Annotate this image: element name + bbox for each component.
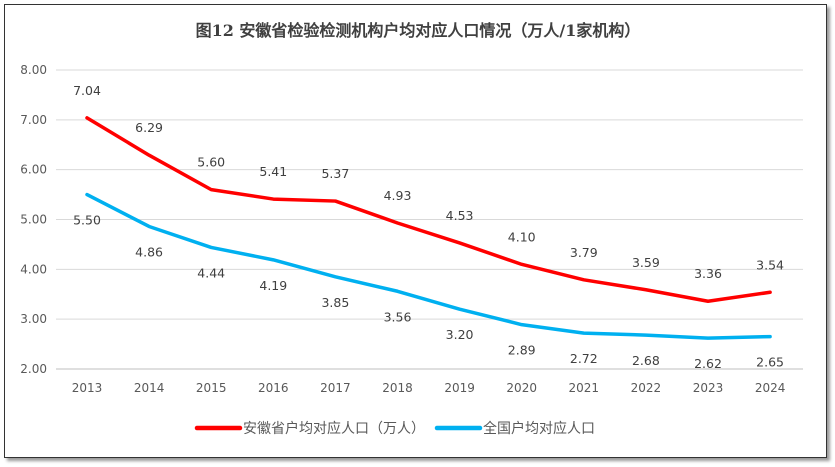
x-tick-label: 2020 (506, 381, 537, 395)
x-tick-label: 2018 (382, 381, 413, 395)
data-label: 4.10 (508, 229, 536, 244)
data-label: 2.72 (570, 351, 598, 366)
y-tick-label: 4.00 (20, 262, 47, 276)
x-tick-label: 2016 (258, 381, 289, 395)
y-tick-label: 3.00 (20, 312, 47, 326)
data-label: 3.85 (321, 295, 349, 310)
x-tick-label: 2015 (196, 381, 227, 395)
x-tick-label: 2019 (444, 381, 475, 395)
data-label: 2.68 (632, 353, 660, 368)
data-label: 6.29 (135, 120, 163, 135)
data-label: 2.65 (756, 355, 784, 370)
x-tick-label: 2022 (631, 381, 662, 395)
legend-label: 全国户均对应人口 (483, 420, 595, 437)
data-label: 3.36 (694, 266, 722, 281)
data-label: 5.41 (259, 164, 287, 179)
data-label: 2.89 (508, 343, 536, 358)
y-tick-label: 6.00 (20, 163, 47, 177)
legend-label: 安徽省户均对应人口（万人） (243, 420, 425, 437)
data-label: 3.79 (570, 245, 598, 260)
series-line-1 (85, 192, 772, 340)
y-tick-label: 8.00 (20, 63, 47, 77)
x-tick-label: 2014 (134, 381, 165, 395)
x-tick-label: 2017 (320, 381, 351, 395)
y-tick-label: 2.00 (20, 362, 47, 376)
data-label: 2.62 (694, 356, 722, 371)
data-label: 4.53 (446, 208, 474, 223)
data-label: 3.59 (632, 255, 660, 270)
data-label: 3.54 (756, 257, 784, 272)
x-tick-label: 2023 (693, 381, 724, 395)
series-line-0 (85, 116, 772, 303)
data-label: 3.20 (446, 327, 474, 342)
data-label: 7.04 (73, 83, 101, 98)
data-label: 5.60 (197, 155, 225, 170)
chart-title: 图12 安徽省检验检测机构户均对应人口情况（万人/1家机构） (196, 21, 641, 40)
data-label: 4.44 (197, 265, 225, 280)
data-label: 4.93 (384, 188, 412, 203)
data-label: 3.56 (384, 309, 412, 324)
data-label: 4.19 (259, 278, 287, 293)
x-tick-label: 2024 (755, 381, 786, 395)
y-tick-label: 7.00 (20, 113, 47, 127)
x-tick-label: 2021 (569, 381, 600, 395)
y-tick-label: 5.00 (20, 213, 47, 227)
data-label: 5.37 (321, 166, 349, 181)
data-label: 4.86 (135, 244, 163, 259)
chart-frame (4, 4, 827, 458)
data-label: 5.50 (73, 213, 101, 228)
x-tick-label: 2013 (72, 381, 103, 395)
